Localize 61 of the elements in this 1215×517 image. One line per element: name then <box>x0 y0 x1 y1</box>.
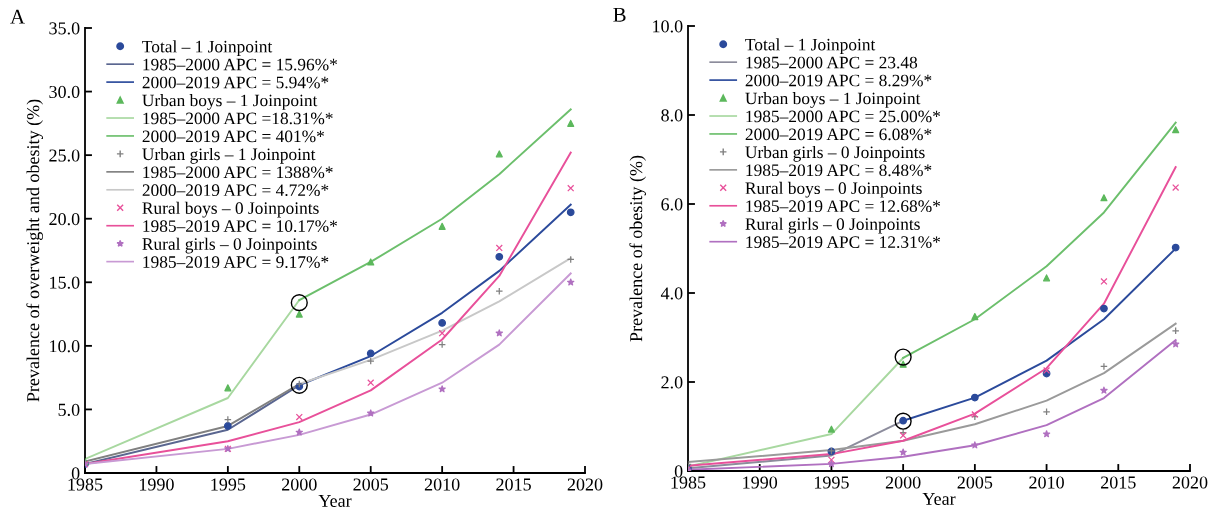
y-tick-label: 30.0 <box>49 85 80 99</box>
x-tick-label: 2010 <box>1029 476 1064 489</box>
x-tick-label: 2020 <box>567 478 603 491</box>
legend-label: 2000–2019 APC = 6.08%* <box>745 128 932 141</box>
y-tick-label: 10.0 <box>653 20 683 33</box>
legend-label: 2000–2019 APC = 401%* <box>142 130 324 143</box>
legend-label: 1985–2000 APC = 25.00%* <box>746 110 941 123</box>
legend-label: Rural boys – 0 Joinpoints <box>745 181 922 198</box>
y-axis-title: Prevalence of obesity (%) <box>629 155 646 342</box>
legend-label: 1985–2019 APC = 8.48%* <box>746 164 932 177</box>
x-tick-label: 2015 <box>496 478 531 491</box>
x-tick-label: 1990 <box>743 476 778 489</box>
legend-label: 2000–2019 APC = 4.72%* <box>142 184 329 197</box>
y-tick-label: 35.0 <box>49 22 80 35</box>
y-tick-label: 2.0 <box>661 376 683 389</box>
legend-label: 1985–2019 APC = 12.68%* <box>746 200 941 213</box>
legend-label: Rural boys – 0 Joinpoints <box>142 201 319 218</box>
x-tick-label: 2010 <box>424 478 460 491</box>
legend-label: 2000–2019 APC = 8.29%* <box>745 74 932 87</box>
y-tick-label: 8.0 <box>661 109 683 122</box>
legend-label: 1985–2019 APC = 10.17%* <box>143 220 337 233</box>
legend-label: 1985–2000 APC = 1388%* <box>143 166 333 179</box>
legend-label: 1985–2019 APC = 12.31%* <box>746 236 941 249</box>
y-tick-label: 10.0 <box>50 340 80 353</box>
x-tick-label: 1995 <box>211 478 246 491</box>
legend-label: Urban boys – 1 Joinpoint <box>142 94 318 110</box>
legend-label: Urban girls – 1 Joinpoint <box>142 147 316 164</box>
y-tick-label: 20.0 <box>49 212 80 226</box>
legend-label: 1985–2019 APC = 9.17%* <box>143 256 329 268</box>
y-axis-title: Prevalence of overweight and obesity (%) <box>26 99 43 402</box>
x-tick-label: 2005 <box>957 476 993 489</box>
y-tick-label: 15.0 <box>50 276 80 289</box>
x-axis-title: Year <box>922 492 956 505</box>
legend-label: 1985–2000 APC = 15.96%* <box>143 58 337 71</box>
chart-title: B <box>613 7 626 22</box>
x-tick-label: 1995 <box>814 476 849 489</box>
legend-label: Urban boys – 1 Joinpoint <box>745 92 921 108</box>
x-tick-label: 1990 <box>139 478 174 491</box>
legend-label: 2000–2019 APC = 5.94%* <box>142 76 329 89</box>
x-tick-label: 2000 <box>282 478 317 491</box>
legend-label: Rural girls – 0 Joinpoints <box>745 217 920 234</box>
chart-title: A <box>10 9 25 24</box>
legend-label: 1985–2000 APC = 23.48 <box>746 56 918 69</box>
x-tick-label: 1985 <box>68 478 103 491</box>
legend-label: Rural girls – 0 Joinpoints <box>142 237 317 254</box>
y-tick-label: 0 <box>674 465 683 478</box>
x-tick-label: 2020 <box>1172 476 1208 489</box>
x-tick-label: 1985 <box>671 476 706 489</box>
legend-label: Total – 1 Joinpoint <box>745 38 876 54</box>
legend-label: Urban girls – 0 Joinpoints <box>745 145 925 162</box>
legend-label: Total – 1 Joinpoint <box>142 40 273 56</box>
y-tick-label: 5.0 <box>58 403 80 416</box>
x-tick-label: 2015 <box>1101 476 1136 489</box>
y-tick-label: 0 <box>71 467 80 480</box>
y-tick-label: 4.0 <box>660 287 683 300</box>
y-tick-label: 6.0 <box>661 198 683 211</box>
legend-label: 1985–2000 APC =18.31%* <box>143 112 333 125</box>
y-tick-label: 25.0 <box>49 149 80 162</box>
x-axis-title: Year <box>318 494 352 507</box>
x-tick-label: 2005 <box>353 478 389 491</box>
x-tick-label: 2000 <box>885 476 921 489</box>
